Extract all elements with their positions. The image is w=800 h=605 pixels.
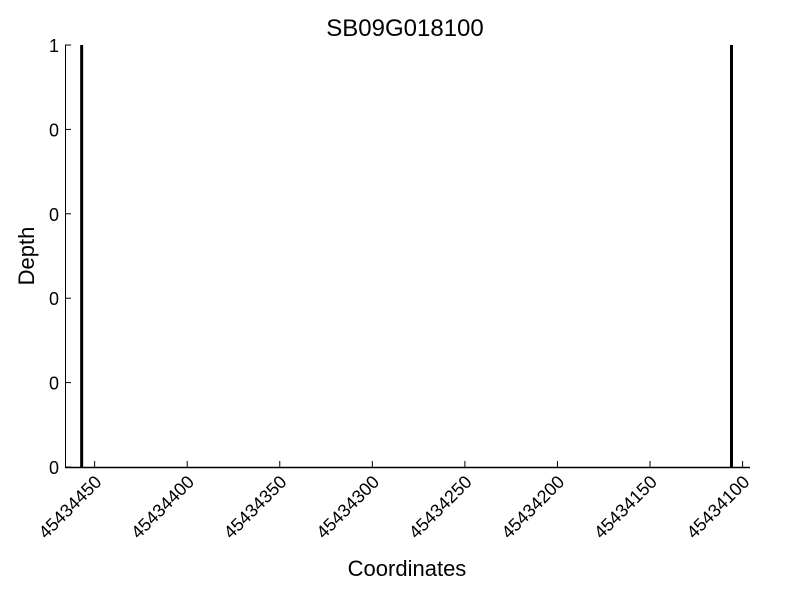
y-tick-label: 0: [49, 120, 59, 140]
x-tick-label: 45434300: [312, 472, 383, 543]
y-axis-label: Depth: [14, 227, 39, 286]
y-tick-label: 0: [49, 289, 59, 309]
y-tick-label: 0: [49, 458, 59, 478]
x-tick-label: 45434150: [590, 472, 661, 543]
x-tick-label: 45434450: [35, 472, 106, 543]
y-tick-label: 1: [49, 36, 59, 56]
chart-title: SB09G018100: [326, 15, 483, 42]
bar: [729, 45, 733, 467]
x-tick-label: 45434400: [127, 472, 198, 543]
y-tick-label: 0: [49, 205, 59, 225]
x-tick-label: 45434350: [220, 472, 291, 543]
x-tick-label: 45434200: [498, 472, 569, 543]
bar: [80, 45, 84, 467]
y-tick-label: 0: [49, 374, 59, 394]
x-axis-label: Coordinates: [348, 556, 467, 581]
x-tick-label: 45434100: [683, 472, 754, 543]
x-tick-label: 45434250: [405, 472, 476, 543]
